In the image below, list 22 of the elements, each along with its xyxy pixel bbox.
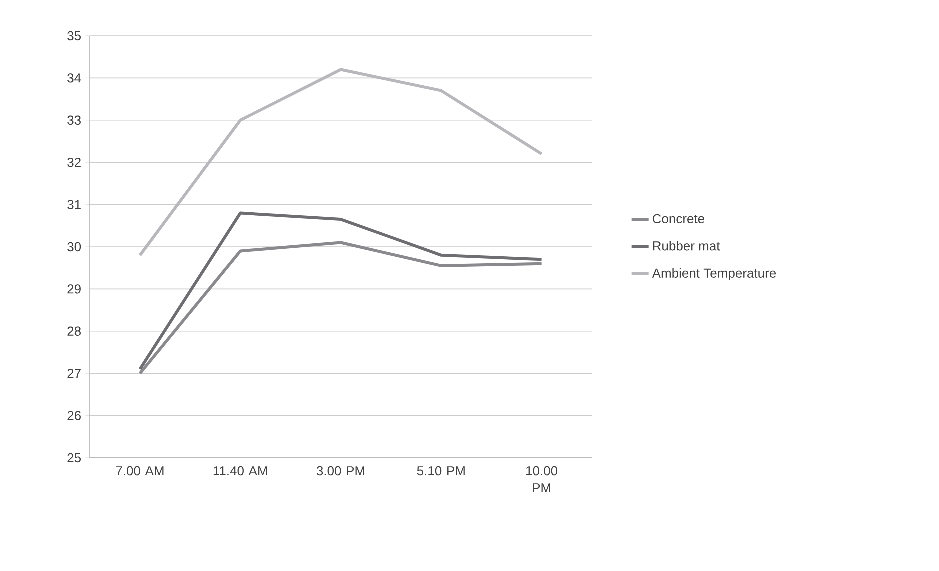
y-tick-label: 25 xyxy=(68,453,82,463)
line-series xyxy=(138,68,544,257)
x-tick-label: 3.00 PM xyxy=(316,466,365,476)
y-tick-label: 35 xyxy=(68,31,82,41)
y-tick-label: 32 xyxy=(68,158,81,168)
y-tick-label: 34 xyxy=(68,74,82,83)
line-series xyxy=(138,241,544,376)
y-tick-label: 31 xyxy=(68,200,81,210)
y-tick-label: 29 xyxy=(68,284,81,294)
y-tick-label: 28 xyxy=(68,326,81,336)
x-tick-label: 5.10 PM xyxy=(417,466,465,476)
y-tick-label: 26 xyxy=(68,411,81,420)
y-tick-label: 27 xyxy=(68,369,81,378)
x-tick-label: 11.40 AM xyxy=(214,466,268,476)
y-tick-label: 30 xyxy=(68,242,82,252)
legend-label: Concrete xyxy=(652,214,705,224)
legend-label: Ambient Temperature xyxy=(652,268,776,281)
x-tick-label: 7.00 AM xyxy=(116,466,164,476)
legend-label: Rubber mat xyxy=(653,241,720,251)
line-series xyxy=(138,212,544,371)
x-tick-label: 10.00 PM xyxy=(526,466,558,493)
y-tick-label: 33 xyxy=(68,116,81,125)
